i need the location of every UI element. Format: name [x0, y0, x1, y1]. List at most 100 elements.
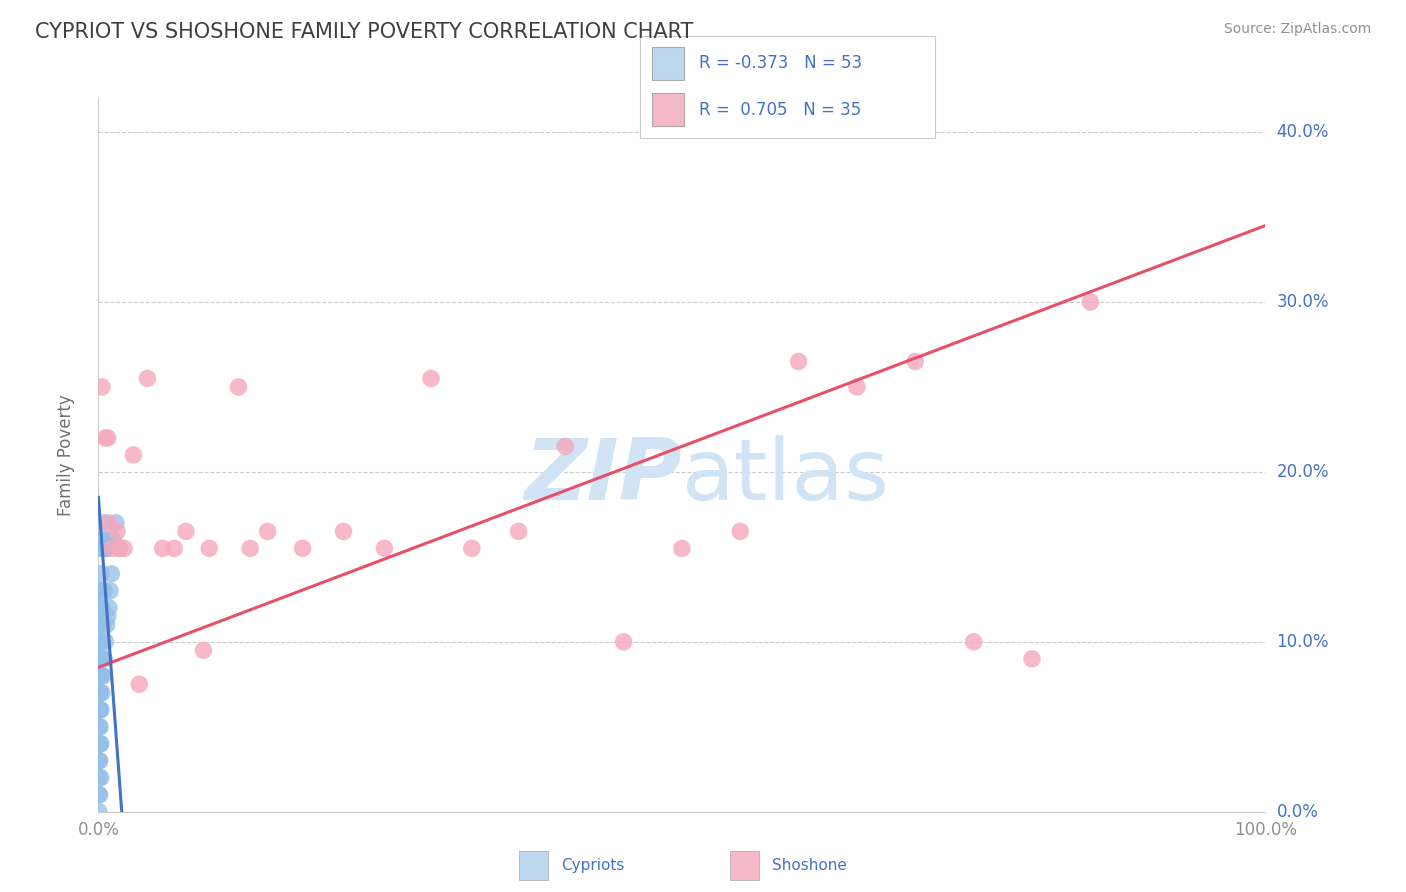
Point [90, 533, 112, 547]
Point [89, 635, 111, 649]
Text: 0.0%: 0.0% [1277, 803, 1319, 821]
Point [174, 524, 197, 539]
Point [91, 669, 114, 683]
Point [90, 635, 112, 649]
Point [90, 669, 112, 683]
Text: 20.0%: 20.0% [1277, 463, 1329, 481]
Point [198, 541, 221, 556]
Text: CYPRIOT VS SHOSHONE FAMILY POVERTY CORRELATION CHART: CYPRIOT VS SHOSHONE FAMILY POVERTY CORRE… [35, 22, 693, 42]
Point [90, 686, 112, 700]
Point [101, 541, 124, 556]
Point [904, 354, 927, 368]
Point [89, 686, 111, 700]
Point [108, 541, 131, 556]
Bar [730, 851, 759, 880]
Point [89, 686, 111, 700]
Point [508, 524, 530, 539]
Point [152, 541, 174, 556]
Point [239, 541, 262, 556]
Point [97, 431, 120, 445]
Text: Shoshone: Shoshone [772, 858, 846, 872]
Point [90, 669, 112, 683]
Point [89, 737, 111, 751]
Text: 40.0%: 40.0% [1277, 123, 1329, 141]
Point [90, 566, 112, 581]
Point [103, 533, 125, 547]
Point [1080, 295, 1102, 310]
Point [787, 354, 810, 368]
Point [98, 583, 121, 598]
Point [96, 541, 118, 556]
Point [554, 439, 576, 453]
Point [89, 652, 111, 666]
Point [90, 771, 112, 785]
Text: ZIP: ZIP [524, 434, 682, 518]
Text: 30.0%: 30.0% [1277, 293, 1329, 311]
Point [128, 677, 150, 691]
Point [91, 617, 114, 632]
Point [87, 669, 110, 683]
Point [163, 541, 186, 556]
Point [97, 609, 120, 624]
Point [89, 703, 111, 717]
Point [291, 541, 314, 556]
Point [90, 703, 112, 717]
Point [90, 600, 112, 615]
Point [373, 541, 395, 556]
Point [93, 652, 115, 666]
Point [89, 754, 111, 768]
Point [87, 805, 110, 819]
Point [97, 600, 120, 615]
Point [1021, 652, 1043, 666]
Point [89, 600, 111, 615]
Point [93, 516, 115, 530]
Text: Source: ZipAtlas.com: Source: ZipAtlas.com [1223, 22, 1371, 37]
Point [89, 617, 111, 632]
Point [461, 541, 484, 556]
Point [87, 703, 110, 717]
Point [89, 788, 111, 802]
Point [90, 737, 112, 751]
Point [332, 524, 354, 539]
Point [89, 583, 111, 598]
Point [89, 686, 111, 700]
Point [104, 516, 127, 530]
Point [94, 635, 117, 649]
Text: R =  0.705   N = 35: R = 0.705 N = 35 [699, 101, 860, 119]
Point [105, 524, 128, 539]
Point [87, 788, 110, 802]
Point [671, 541, 693, 556]
Point [89, 635, 111, 649]
Point [96, 617, 118, 632]
Point [87, 737, 110, 751]
Point [93, 583, 115, 598]
Point [94, 431, 117, 445]
Point [91, 541, 114, 556]
Point [94, 541, 117, 556]
Bar [519, 851, 548, 880]
Bar [651, 47, 685, 79]
Point [89, 720, 111, 734]
Text: atlas: atlas [682, 434, 890, 518]
Point [193, 643, 215, 657]
Point [89, 754, 111, 768]
Point [420, 371, 443, 385]
Point [97, 516, 120, 530]
Point [122, 448, 145, 462]
Y-axis label: Family Poverty: Family Poverty [56, 394, 75, 516]
Point [112, 541, 135, 556]
Point [89, 541, 111, 556]
Point [256, 524, 278, 539]
Point [90, 583, 112, 598]
Point [97, 533, 120, 547]
Text: 10.0%: 10.0% [1277, 632, 1329, 651]
Point [962, 635, 984, 649]
Point [87, 771, 110, 785]
Text: R = -0.373   N = 53: R = -0.373 N = 53 [699, 54, 862, 72]
Point [100, 566, 122, 581]
Text: Cypriots: Cypriots [561, 858, 624, 872]
Point [730, 524, 752, 539]
Bar [651, 93, 685, 126]
Point [90, 652, 112, 666]
Point [108, 541, 131, 556]
